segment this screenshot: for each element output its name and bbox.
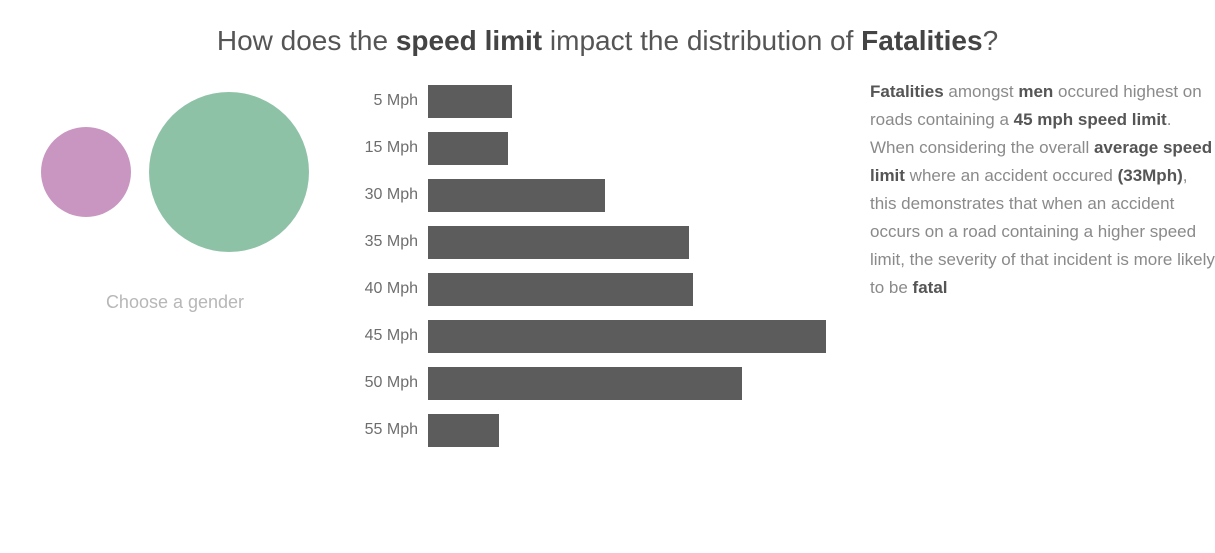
gender-selector-caption: Choose a gender [106,292,244,313]
bar-row: 15 Mph [350,125,870,172]
bar-track [428,172,870,219]
bar-track [428,219,870,266]
description-text: Fatalities amongst men occured highest o… [870,72,1215,302]
bar-row: 35 Mph [350,219,870,266]
title-text-pre: How does the [217,25,396,56]
bar-row: 30 Mph [350,172,870,219]
chart-title: How does the speed limit impact the dist… [0,22,1215,60]
bar-fill [428,226,689,259]
desc-s4: where an accident occured [905,166,1118,185]
bar-label: 45 Mph [350,327,428,345]
bar-fill [428,414,499,447]
bar-fill [428,320,826,353]
bar-row: 55 Mph [350,407,870,454]
bar-track [428,266,870,313]
male-circle[interactable] [149,92,309,252]
bar-row: 40 Mph [350,266,870,313]
title-bold-2: Fatalities [861,25,982,56]
title-text-mid: impact the distribution of [542,25,861,56]
bar-fill [428,367,742,400]
bar-label: 30 Mph [350,186,428,204]
bar-label: 40 Mph [350,280,428,298]
bar-track [428,313,870,360]
bar-label: 35 Mph [350,233,428,251]
bar-label: 5 Mph [350,92,428,110]
speed-limit-bar-chart: 5 Mph 15 Mph 30 Mph 35 Mph 40 Mph 45 Mph 50 Mp… [350,72,870,454]
bar-fill [428,273,693,306]
bar-label: 55 Mph [350,421,428,439]
desc-b1: men [1018,82,1053,101]
bar-label: 15 Mph [350,139,428,157]
title-bold-1: speed limit [396,25,542,56]
bar-track [428,360,870,407]
bar-label: 50 Mph [350,374,428,392]
title-text-post: ? [983,25,999,56]
bar-row: 5 Mph [350,78,870,125]
bar-row: 50 Mph [350,360,870,407]
bar-track [428,78,870,125]
gender-selector: Choose a gender [0,72,350,313]
bar-fill [428,132,508,165]
desc-b5: fatal [913,278,948,297]
desc-b4: (33Mph) [1118,166,1183,185]
bar-track [428,407,870,454]
bar-track [428,125,870,172]
desc-s1: amongst [944,82,1019,101]
desc-b0: Fatalities [870,82,944,101]
bar-row: 45 Mph [350,313,870,360]
desc-b2: 45 mph speed limit [1014,110,1167,129]
bar-fill [428,179,605,212]
bar-fill [428,85,512,118]
female-circle[interactable] [41,127,131,217]
